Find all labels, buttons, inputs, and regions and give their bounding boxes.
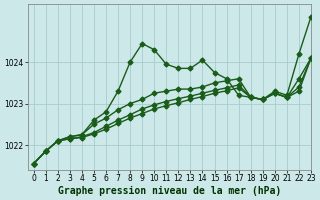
X-axis label: Graphe pression niveau de la mer (hPa): Graphe pression niveau de la mer (hPa) xyxy=(58,186,281,196)
